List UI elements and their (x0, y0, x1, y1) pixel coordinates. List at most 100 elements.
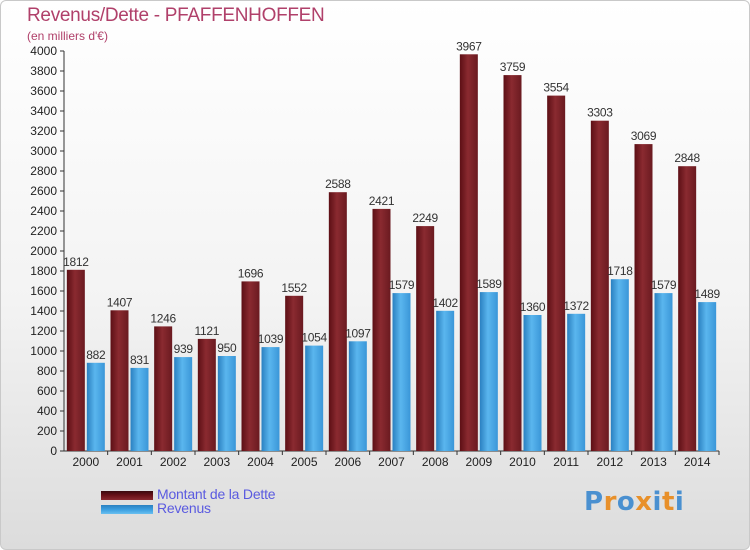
bar-revenus (86, 362, 105, 451)
y-tick-label: 1000 (30, 344, 57, 358)
x-tick-label: 2011 (553, 455, 579, 469)
bar-revenus (479, 292, 498, 451)
data-label-revenus: 1489 (694, 287, 720, 301)
data-label-dette: 1696 (238, 266, 264, 280)
y-tick-label: 200 (37, 424, 57, 438)
data-label-dette: 2848 (674, 151, 700, 165)
data-label-dette: 1246 (150, 311, 176, 325)
x-tick-label: 2008 (422, 455, 449, 469)
y-tick-label: 1600 (30, 284, 57, 298)
data-label-revenus: 1579 (651, 278, 677, 292)
y-tick-label: 400 (37, 404, 57, 418)
bars (66, 54, 717, 452)
x-tick-label: 2014 (684, 455, 711, 469)
logo-letter: x (635, 487, 653, 517)
bar-revenus (305, 345, 324, 451)
bar-dette (459, 54, 478, 452)
bar-dette (503, 75, 522, 451)
logo-letter: r (603, 487, 617, 517)
chart-subtitle: (en milliers d'€) (27, 29, 108, 43)
bar-dette (328, 192, 347, 451)
x-tick-label: 2002 (160, 455, 187, 469)
bar-revenus (217, 356, 236, 451)
data-label-dette: 1407 (107, 295, 133, 309)
logo-letter: t (661, 487, 675, 517)
x-tick-label: 2000 (72, 455, 99, 469)
bar-revenus (523, 315, 542, 451)
data-label-revenus: 882 (86, 348, 106, 362)
data-label-revenus: 1579 (389, 278, 415, 292)
x-tick-label: 2003 (203, 455, 230, 469)
y-tick-label: 3600 (30, 84, 57, 98)
data-label-revenus: 1589 (476, 277, 502, 291)
data-label-revenus: 831 (130, 353, 150, 367)
y-tick-label: 2800 (30, 164, 57, 178)
data-label-revenus: 1372 (563, 299, 589, 313)
bar-revenus (348, 341, 367, 451)
bar-revenus (130, 367, 149, 451)
data-label-dette: 1552 (281, 281, 307, 295)
data-label-revenus: 1718 (607, 264, 633, 278)
chart-title: Revenus/Dette - PFAFFENHOFFEN (27, 5, 325, 26)
x-tick-label: 2009 (465, 455, 492, 469)
bar-revenus (436, 310, 455, 451)
bar-dette (634, 144, 653, 451)
y-tick-label: 3200 (30, 124, 57, 138)
bar-revenus (698, 302, 717, 451)
data-label-dette: 1121 (195, 324, 220, 338)
bar-revenus (654, 293, 673, 451)
logo-letter: i (674, 487, 685, 517)
bar-dette (154, 326, 173, 451)
bar-dette (416, 226, 435, 451)
bar-dette (197, 338, 216, 451)
y-tick-label: 3000 (30, 144, 57, 158)
data-label-revenus: 1402 (432, 296, 458, 310)
bar-dette (372, 208, 391, 451)
y-tick-label: 2600 (30, 184, 57, 198)
y-tick-label: 1200 (30, 324, 57, 338)
x-tick-label: 2006 (334, 455, 361, 469)
y-tick-label: 1800 (30, 264, 57, 278)
bar-dette (285, 295, 304, 451)
proxiti-logo: Proxiti (584, 487, 684, 517)
data-label-dette: 3303 (587, 106, 613, 120)
bar-dette (66, 269, 85, 451)
y-tick-label: 3400 (30, 104, 57, 118)
bar-dette (678, 166, 697, 451)
data-label-revenus: 939 (174, 342, 194, 356)
logo-letter: P (584, 487, 604, 517)
data-label-revenus: 1360 (520, 300, 546, 314)
bar-dette (547, 95, 566, 451)
data-label-dette: 3967 (456, 39, 482, 53)
data-label-revenus: 1054 (301, 331, 327, 345)
bar-revenus (392, 293, 411, 451)
data-label-revenus: 950 (217, 341, 237, 355)
legend-swatch-dette (101, 491, 153, 500)
y-tick-label: 1400 (30, 304, 57, 318)
data-label-dette: 3554 (543, 81, 569, 95)
x-tick-label: 2012 (596, 455, 623, 469)
y-tick-label: 2200 (30, 224, 57, 238)
logo-letter: o (616, 487, 636, 517)
x-tick-label: 2013 (640, 455, 667, 469)
bar-dette (590, 120, 609, 451)
data-label-dette: 3759 (500, 60, 526, 74)
data-label-revenus: 1097 (345, 326, 371, 340)
logo-letter: i (652, 487, 662, 517)
bar-revenus (174, 357, 193, 451)
bar-revenus (567, 313, 586, 451)
axes: 0 200 400 600 800 1000 1200 1400 1600 1800 2000 220… (30, 44, 720, 469)
y-tick-label: 600 (37, 384, 57, 398)
bar-revenus (261, 347, 280, 451)
y-tick-label: 800 (37, 364, 57, 378)
data-label-dette: 2588 (325, 177, 351, 191)
x-tick-label: 2007 (378, 455, 405, 469)
y-tick-label: 4000 (30, 44, 57, 58)
y-tick-label: 0 (50, 444, 57, 458)
x-tick-label: 2010 (509, 455, 536, 469)
legend-label-dette: Montant de la Dette (157, 486, 276, 502)
y-tick-label: 2000 (30, 244, 57, 258)
